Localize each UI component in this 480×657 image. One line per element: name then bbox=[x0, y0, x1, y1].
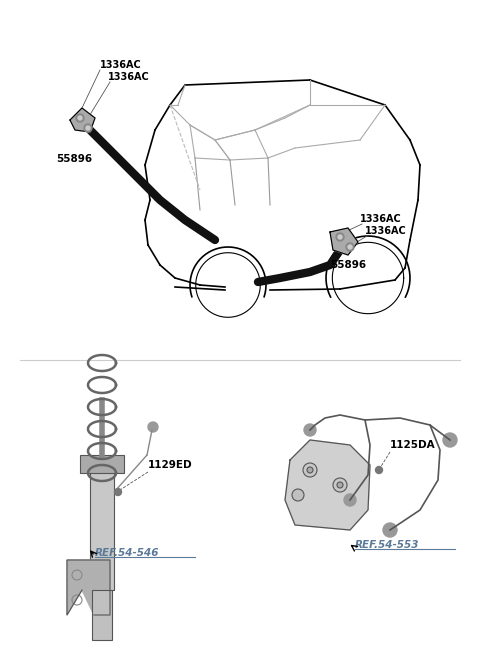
Text: REF.54-553: REF.54-553 bbox=[355, 540, 420, 550]
Circle shape bbox=[292, 489, 304, 501]
Circle shape bbox=[333, 478, 347, 492]
Polygon shape bbox=[67, 560, 110, 615]
Circle shape bbox=[337, 482, 343, 488]
Circle shape bbox=[303, 463, 317, 477]
Polygon shape bbox=[330, 228, 358, 255]
Circle shape bbox=[78, 116, 82, 120]
Text: 55896: 55896 bbox=[56, 154, 92, 164]
Circle shape bbox=[336, 233, 344, 241]
Circle shape bbox=[344, 494, 356, 506]
Text: 1125DA: 1125DA bbox=[390, 440, 436, 450]
Circle shape bbox=[348, 245, 352, 249]
Circle shape bbox=[84, 124, 92, 132]
Circle shape bbox=[346, 243, 354, 251]
Circle shape bbox=[86, 126, 90, 130]
Circle shape bbox=[375, 466, 383, 474]
Bar bbox=[80, 455, 124, 473]
Circle shape bbox=[115, 489, 121, 495]
Polygon shape bbox=[285, 440, 370, 530]
Circle shape bbox=[148, 422, 158, 432]
Text: 1336AC: 1336AC bbox=[108, 72, 150, 82]
Bar bbox=[90, 470, 114, 590]
Text: 1129ED: 1129ED bbox=[148, 460, 192, 470]
Polygon shape bbox=[70, 108, 95, 132]
Text: 55896: 55896 bbox=[330, 260, 366, 270]
Bar bbox=[92, 590, 112, 640]
Circle shape bbox=[443, 433, 457, 447]
Text: 1336AC: 1336AC bbox=[360, 214, 402, 224]
Text: REF.54-546: REF.54-546 bbox=[95, 548, 159, 558]
Circle shape bbox=[338, 235, 342, 239]
Circle shape bbox=[383, 523, 397, 537]
Circle shape bbox=[76, 114, 84, 122]
Circle shape bbox=[307, 467, 313, 473]
Text: 1336AC: 1336AC bbox=[365, 226, 407, 236]
Circle shape bbox=[304, 424, 316, 436]
Text: 1336AC: 1336AC bbox=[100, 60, 142, 70]
